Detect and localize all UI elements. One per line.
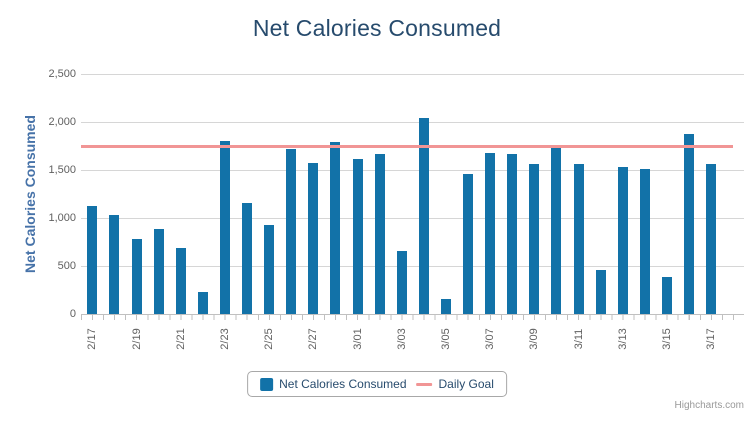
bar[interactable]: [131, 239, 142, 314]
bar[interactable]: [374, 153, 385, 314]
highcharts-credit-link[interactable]: Highcharts.com: [674, 400, 744, 411]
x-tick-label: 2/21: [174, 328, 187, 350]
x-axis-ticks: [81, 315, 744, 320]
x-tick-label: 3/13: [616, 328, 629, 350]
bar[interactable]: [352, 158, 363, 314]
bar[interactable]: [87, 205, 98, 314]
x-axis-line: [81, 314, 744, 315]
grid-line: [81, 73, 744, 75]
grid-line: [81, 217, 744, 219]
bar[interactable]: [706, 164, 717, 314]
bar[interactable]: [507, 153, 518, 314]
bar[interactable]: [330, 142, 341, 314]
bar[interactable]: [485, 152, 496, 314]
bar[interactable]: [242, 202, 253, 314]
x-tick-label: 3/15: [660, 328, 673, 350]
y-tick-label: 1,000: [48, 212, 76, 224]
y-tick-label: 1,500: [48, 164, 76, 176]
bar[interactable]: [617, 167, 628, 314]
bar[interactable]: [109, 215, 120, 314]
grid-line: [81, 121, 744, 123]
bar[interactable]: [264, 224, 275, 314]
x-tick-label: 3/01: [351, 328, 364, 350]
bar[interactable]: [551, 146, 562, 314]
bar[interactable]: [529, 164, 540, 314]
chart-title: Net Calories Consumed: [252, 15, 502, 41]
legend-item-daily-goal[interactable]: Daily Goal: [416, 377, 494, 391]
grid-line: [81, 169, 744, 171]
x-tick-label: 3/11: [572, 328, 585, 350]
x-tick-label: 3/17: [705, 328, 718, 350]
bar[interactable]: [219, 141, 230, 314]
bar[interactable]: [175, 247, 186, 314]
y-tick-label: 2,500: [48, 68, 76, 80]
bar[interactable]: [684, 133, 695, 314]
bar[interactable]: [440, 298, 451, 314]
bar[interactable]: [308, 162, 319, 314]
legend-item-net-calories[interactable]: Net Calories Consumed: [260, 377, 407, 391]
daily-goal-line: [81, 144, 733, 148]
bar[interactable]: [153, 228, 164, 314]
y-tick-label: 0: [69, 308, 76, 320]
bar[interactable]: [463, 173, 474, 314]
bar[interactable]: [639, 169, 650, 314]
x-tick-label: 3/07: [484, 328, 497, 350]
bar[interactable]: [418, 118, 429, 314]
bar[interactable]: [595, 269, 606, 314]
x-tick-label: 2/23: [218, 328, 231, 350]
legend-label: Daily Goal: [438, 377, 494, 391]
legend-label: Net Calories Consumed: [279, 377, 407, 391]
series-swatch-icon: [260, 377, 274, 391]
x-tick-label: 2/19: [130, 328, 143, 350]
y-axis-title: Net Calories Consumed: [22, 115, 38, 273]
bar[interactable]: [573, 164, 584, 314]
bar[interactable]: [396, 250, 407, 314]
x-tick-label: 3/09: [528, 328, 541, 350]
x-tick-label: 2/17: [86, 328, 99, 350]
x-tick-label: 3/03: [395, 328, 408, 350]
y-tick-label: 500: [57, 260, 76, 272]
bar[interactable]: [286, 149, 297, 314]
grid-line: [81, 265, 744, 267]
y-tick-label: 2,000: [48, 116, 76, 128]
bar[interactable]: [661, 276, 672, 314]
x-tick-label: 2/27: [307, 328, 320, 350]
legend: Net Calories Consumed Daily Goal: [247, 371, 507, 397]
x-tick-label: 2/25: [263, 328, 276, 350]
goal-line-swatch-icon: [416, 382, 433, 386]
bar[interactable]: [197, 291, 208, 314]
x-tick-label: 3/05: [439, 328, 452, 350]
